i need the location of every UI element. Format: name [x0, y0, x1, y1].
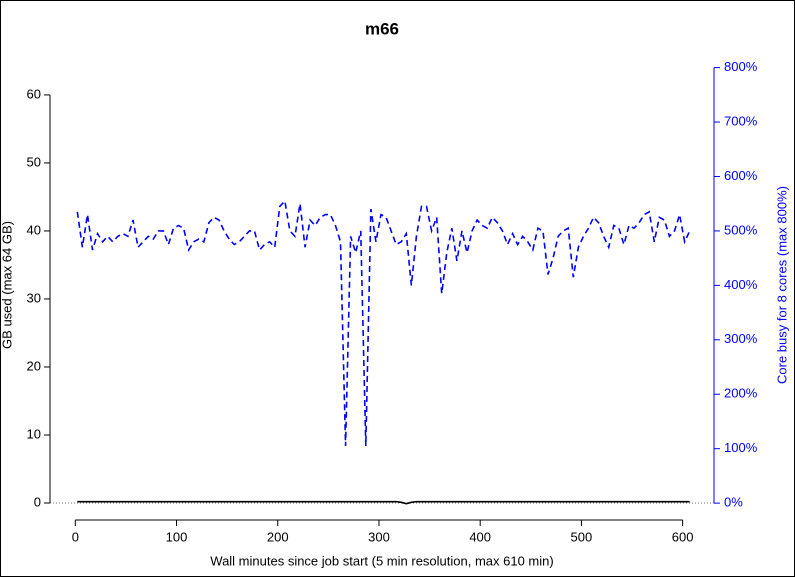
- y2-axis-label: Core busy for 8 cores (max 800%): [774, 186, 789, 384]
- y-tick-label: 30: [27, 290, 41, 305]
- x-tick-label: 300: [368, 529, 390, 544]
- y2-tick-label: 800%: [724, 59, 758, 74]
- y-tick-label: 60: [27, 86, 41, 101]
- series-line: [77, 500, 690, 505]
- y2-tick-label: 100%: [724, 440, 758, 455]
- x-tick-label: 200: [267, 529, 289, 544]
- x-tick-label: 600: [672, 529, 694, 544]
- series-line: [76, 199, 691, 446]
- y2-tick-label: 700%: [724, 113, 758, 128]
- y-tick-label: 40: [27, 222, 41, 237]
- chart-title: m66: [365, 19, 399, 38]
- x-tick-label: 400: [469, 529, 491, 544]
- y2-tick-label: 200%: [724, 386, 758, 401]
- y2-tick-label: 300%: [724, 331, 758, 346]
- x-tick-label: 500: [571, 529, 593, 544]
- y-axis-label: GB used (max 64 GB): [0, 221, 14, 349]
- y-tick-label: 50: [27, 154, 41, 169]
- y-tick-label: 20: [27, 358, 41, 373]
- y-tick-label: 10: [27, 426, 41, 441]
- x-tick-label: 100: [166, 529, 188, 544]
- x-axis-label: Wall minutes since job start (5 min reso…: [210, 553, 553, 568]
- y2-tick-label: 400%: [724, 277, 758, 292]
- y-tick-label: 0: [34, 494, 41, 509]
- x-tick-label: 0: [72, 529, 79, 544]
- y2-tick-label: 600%: [724, 168, 758, 183]
- y2-tick-label: 0%: [724, 495, 743, 510]
- y2-tick-label: 500%: [724, 222, 758, 237]
